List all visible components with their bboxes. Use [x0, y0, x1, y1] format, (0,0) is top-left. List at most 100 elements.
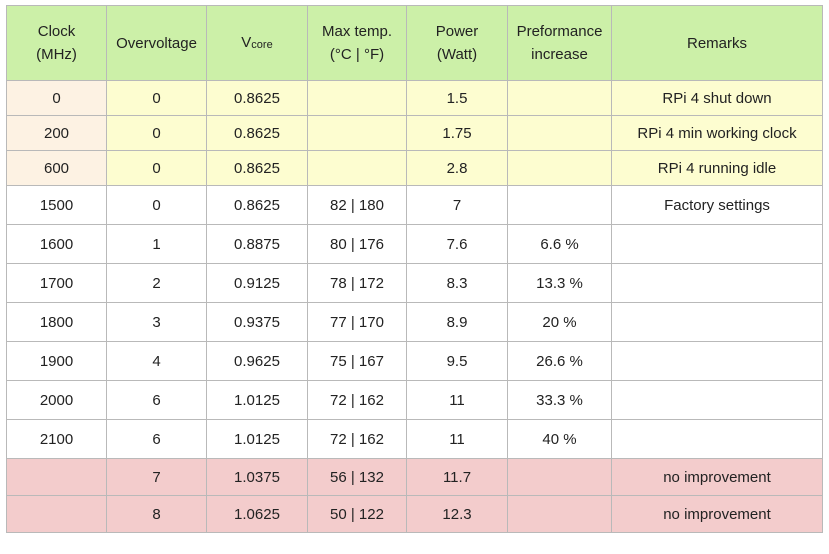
cell-vcore: 1.0625 [206, 495, 308, 533]
cell-max-temp: 77 | 170 [307, 302, 407, 342]
cell-power: 7 [406, 185, 508, 225]
table-row: 1700 2 0.9125 78 | 172 8.3 13.3 % [6, 263, 823, 303]
cell-performance [507, 185, 612, 225]
cell-remarks [611, 380, 823, 420]
cell-clock: 2100 [6, 419, 107, 459]
cell-power: 8.9 [406, 302, 508, 342]
cell-overvoltage: 0 [106, 185, 207, 225]
cell-clock: 1500 [6, 185, 107, 225]
cell-remarks: RPi 4 running idle [611, 150, 823, 186]
cell-overvoltage: 0 [106, 80, 207, 116]
header-performance: Preformance increase [507, 5, 612, 81]
table-body: 0 0 0.8625 1.5 RPi 4 shut down 200 0 0.8625 1.75… [6, 80, 823, 533]
cell-remarks: Factory settings [611, 185, 823, 225]
cell-performance: 33.3 % [507, 380, 612, 420]
table-row: 0 0 0.8625 1.5 RPi 4 shut down [6, 80, 823, 116]
cell-overvoltage: 6 [106, 419, 207, 459]
cell-max-temp: 80 | 176 [307, 224, 407, 264]
cell-overvoltage: 1 [106, 224, 207, 264]
cell-remarks [611, 263, 823, 303]
cell-max-temp: 78 | 172 [307, 263, 407, 303]
header-vcore: Vcore [206, 5, 308, 81]
cell-vcore: 0.8625 [206, 80, 308, 116]
cell-max-temp [307, 80, 407, 116]
cell-max-temp [307, 150, 407, 186]
cell-performance: 40 % [507, 419, 612, 459]
cell-performance [507, 80, 612, 116]
cell-overvoltage: 2 [106, 263, 207, 303]
header-max-temp: Max temp. (°C | °F) [307, 5, 407, 81]
cell-power: 11 [406, 419, 508, 459]
cell-performance [507, 458, 612, 496]
header-row: Clock (MHz) Overvoltage Vcore Max temp. (°… [6, 5, 823, 81]
cell-power: 7.6 [406, 224, 508, 264]
cell-max-temp: 75 | 167 [307, 341, 407, 381]
cell-remarks: no improvement [611, 495, 823, 533]
cell-vcore: 0.9625 [206, 341, 308, 381]
cell-performance [507, 150, 612, 186]
table-row: 8 1.0625 50 | 122 12.3 no improvement [6, 495, 823, 533]
table-row: 2100 6 1.0125 72 | 162 11 40 % [6, 419, 823, 459]
cell-clock: 2000 [6, 380, 107, 420]
cell-max-temp [307, 115, 407, 151]
cell-power: 8.3 [406, 263, 508, 303]
cell-performance: 13.3 % [507, 263, 612, 303]
cell-clock: 1800 [6, 302, 107, 342]
cell-overvoltage: 0 [106, 150, 207, 186]
cell-clock [6, 495, 107, 533]
cell-clock: 600 [6, 150, 107, 186]
cell-overvoltage: 8 [106, 495, 207, 533]
cell-power: 11 [406, 380, 508, 420]
cell-clock: 1600 [6, 224, 107, 264]
cell-power: 11.7 [406, 458, 508, 496]
cell-overvoltage: 4 [106, 341, 207, 381]
table-row: 1800 3 0.9375 77 | 170 8.9 20 % [6, 302, 823, 342]
cell-max-temp: 72 | 162 [307, 380, 407, 420]
table-row: 200 0 0.8625 1.75 RPi 4 min working clock [6, 115, 823, 151]
table-row: 2000 6 1.0125 72 | 162 11 33.3 % [6, 380, 823, 420]
cell-vcore: 1.0125 [206, 380, 308, 420]
overclock-table-container: Clock (MHz) Overvoltage Vcore Max temp. (°… [6, 5, 823, 533]
cell-vcore: 0.8625 [206, 115, 308, 151]
table-row: 1900 4 0.9625 75 | 167 9.5 26.6 % [6, 341, 823, 381]
cell-vcore: 0.9125 [206, 263, 308, 303]
cell-remarks: RPi 4 shut down [611, 80, 823, 116]
cell-performance: 26.6 % [507, 341, 612, 381]
cell-clock: 200 [6, 115, 107, 151]
cell-max-temp: 56 | 132 [307, 458, 407, 496]
cell-remarks [611, 341, 823, 381]
cell-remarks [611, 302, 823, 342]
cell-vcore: 0.8625 [206, 185, 308, 225]
cell-power: 9.5 [406, 341, 508, 381]
table-row: 1600 1 0.8875 80 | 176 7.6 6.6 % [6, 224, 823, 264]
cell-power: 2.8 [406, 150, 508, 186]
cell-performance [507, 495, 612, 533]
table-row: 600 0 0.8625 2.8 RPi 4 running idle [6, 150, 823, 186]
cell-vcore: 1.0125 [206, 419, 308, 459]
cell-vcore: 0.9375 [206, 302, 308, 342]
cell-remarks: RPi 4 min working clock [611, 115, 823, 151]
header-remarks: Remarks [611, 5, 823, 81]
cell-overvoltage: 3 [106, 302, 207, 342]
cell-power: 1.5 [406, 80, 508, 116]
cell-clock: 1900 [6, 341, 107, 381]
cell-overvoltage: 7 [106, 458, 207, 496]
header-power: Power (Watt) [406, 5, 508, 81]
cell-vcore: 0.8875 [206, 224, 308, 264]
cell-overvoltage: 0 [106, 115, 207, 151]
cell-max-temp: 72 | 162 [307, 419, 407, 459]
cell-performance: 20 % [507, 302, 612, 342]
cell-remarks [611, 224, 823, 264]
cell-remarks [611, 419, 823, 459]
cell-vcore: 1.0375 [206, 458, 308, 496]
table-row: 7 1.0375 56 | 132 11.7 no improvement [6, 458, 823, 496]
cell-overvoltage: 6 [106, 380, 207, 420]
cell-performance [507, 115, 612, 151]
cell-clock: 1700 [6, 263, 107, 303]
header-clock: Clock (MHz) [6, 5, 107, 81]
cell-clock: 0 [6, 80, 107, 116]
cell-power: 12.3 [406, 495, 508, 533]
cell-power: 1.75 [406, 115, 508, 151]
cell-vcore: 0.8625 [206, 150, 308, 186]
header-overvoltage: Overvoltage [106, 5, 207, 81]
